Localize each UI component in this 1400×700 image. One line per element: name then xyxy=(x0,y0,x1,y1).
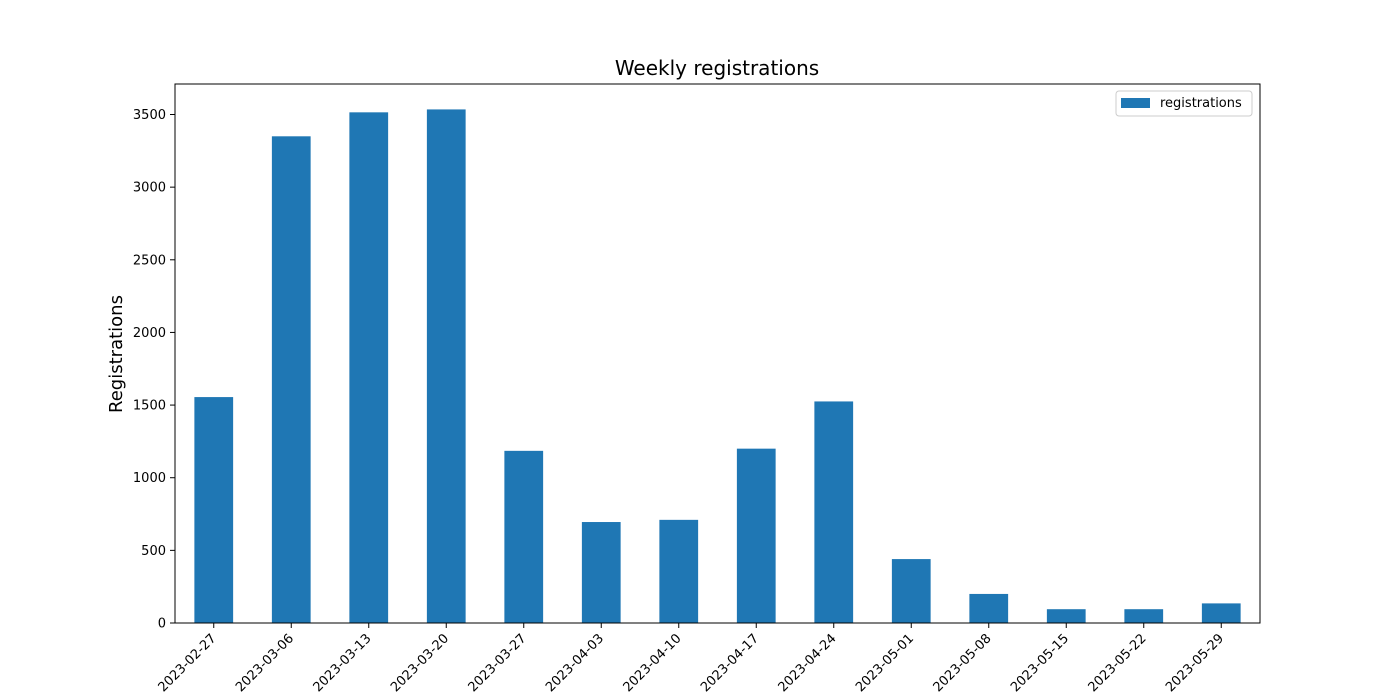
y-tick-label: 1500 xyxy=(133,399,166,414)
bar-2023-03-27 xyxy=(504,450,544,623)
y-tick-label: 3500 xyxy=(133,108,166,123)
bar-2023-03-20 xyxy=(426,109,466,624)
bars-layer xyxy=(194,109,1241,624)
y-tick-label: 2500 xyxy=(133,253,166,268)
bar-2023-02-27 xyxy=(194,397,234,623)
y-tick-label: 3000 xyxy=(133,181,166,196)
bar-2023-04-17 xyxy=(736,448,776,623)
bar-2023-03-13 xyxy=(349,112,389,623)
plot-frame xyxy=(174,83,1261,624)
legend-swatch xyxy=(1121,98,1150,108)
bar-2023-05-08 xyxy=(969,593,1009,623)
chart-title: Weekly registrations xyxy=(615,56,819,80)
y-tick-label: 0 xyxy=(158,617,166,632)
bar-2023-05-01 xyxy=(891,559,931,623)
y-axis-label: Registrations xyxy=(106,295,127,413)
bar-2023-04-10 xyxy=(659,519,699,623)
bar-2023-04-24 xyxy=(814,401,854,623)
bar-2023-05-22 xyxy=(1124,609,1164,623)
y-tick-label: 2000 xyxy=(133,326,166,341)
legend-box xyxy=(1115,90,1253,117)
bar-2023-05-15 xyxy=(1046,609,1086,623)
legend: registrations xyxy=(1115,90,1253,117)
y-tick-label: 500 xyxy=(141,544,166,559)
y-tick-label: 1000 xyxy=(133,471,166,486)
legend-label: registrations xyxy=(1160,96,1242,111)
bar-2023-04-03 xyxy=(581,522,621,623)
bar-2023-03-06 xyxy=(271,136,311,624)
bar-2023-05-29 xyxy=(1201,603,1241,623)
